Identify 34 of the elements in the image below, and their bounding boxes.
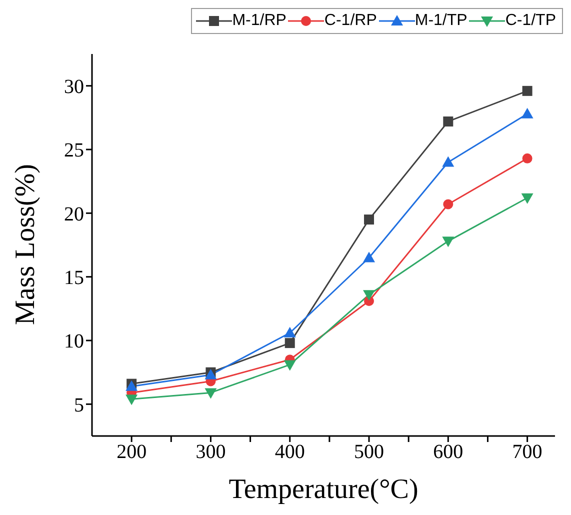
x-tick-label: 700: [512, 441, 542, 464]
point: [442, 156, 454, 167]
point: [284, 360, 296, 371]
y-axis-title: Mass Loss(%): [10, 164, 41, 325]
x-tick-label: 600: [433, 441, 464, 464]
x-tick-label: 200: [116, 441, 147, 464]
x-tick-label: 500: [354, 441, 384, 464]
point: [204, 388, 217, 399]
point: [443, 199, 454, 210]
point: [126, 394, 138, 406]
legend-label: M-1/RP: [232, 12, 286, 30]
y-tick-label: 20: [64, 203, 84, 226]
y-tick-label: 10: [64, 330, 84, 353]
point: [522, 86, 532, 96]
y-tick-label: 30: [64, 76, 84, 98]
point: [284, 338, 295, 348]
point: [363, 252, 376, 262]
legend-label: C-1/TP: [505, 12, 556, 30]
point: [363, 290, 376, 301]
point: [442, 236, 454, 248]
point: [521, 108, 534, 118]
x-tick-label: 400: [274, 441, 305, 464]
y-tick-label: 15: [64, 266, 84, 289]
point: [443, 116, 454, 126]
point: [284, 326, 296, 338]
point: [522, 153, 532, 164]
point: [521, 193, 534, 204]
legend-label: C-1/RP: [324, 12, 377, 30]
x-axis-title: Temperature(°C): [228, 474, 418, 505]
legend-label: M-1/TP: [414, 12, 468, 30]
point: [364, 214, 374, 225]
y-tick-label: 5: [74, 394, 84, 416]
x-tick-label: 300: [196, 441, 226, 464]
y-tick-label: 25: [64, 140, 84, 162]
